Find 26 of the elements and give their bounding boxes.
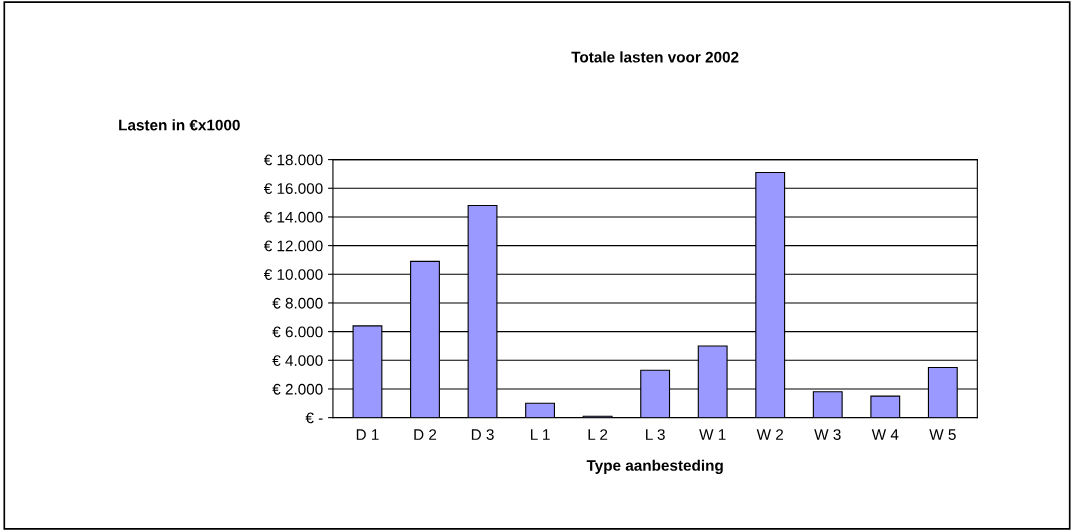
bar <box>525 402 556 418</box>
x-tick-label: W 4 <box>871 429 899 440</box>
y-tick-label: € 16.000 <box>263 183 323 194</box>
x-tick-label: D 3 <box>471 429 494 440</box>
y-tick-label: € 8.000 <box>272 297 323 309</box>
chart-title: Totale lasten voor 2002 <box>571 51 739 63</box>
x-tick-label: L 3 <box>646 429 665 440</box>
y-tick-label: € 2.000 <box>272 383 323 395</box>
x-tick-label: L 2 <box>588 429 608 440</box>
y-tick-label: € 18.000 <box>263 154 323 166</box>
y-tick-label: € 14.000 <box>263 211 323 223</box>
x-tick-label: W 5 <box>929 429 956 440</box>
y-axis-title: Lasten in €x1000 <box>119 119 240 131</box>
x-tick-label: D 2 <box>414 429 437 440</box>
x-axis-title: Type aanbesteding <box>586 459 723 474</box>
x-tick-label: W 2 <box>756 429 784 440</box>
x-tick-label: L 1 <box>530 429 550 440</box>
y-tick-label: € - <box>305 412 323 424</box>
y-tick-label: € 10.000 <box>263 269 323 280</box>
y-tick-label: € 4.000 <box>272 355 323 366</box>
y-tick-label: € 6.000 <box>272 326 323 338</box>
bar <box>870 395 901 418</box>
x-tick-label: W 3 <box>814 429 841 440</box>
x-tick-label: W 1 <box>699 429 726 440</box>
x-tick-label: D 1 <box>356 429 379 440</box>
y-tick-label: € 12.000 <box>263 240 323 252</box>
